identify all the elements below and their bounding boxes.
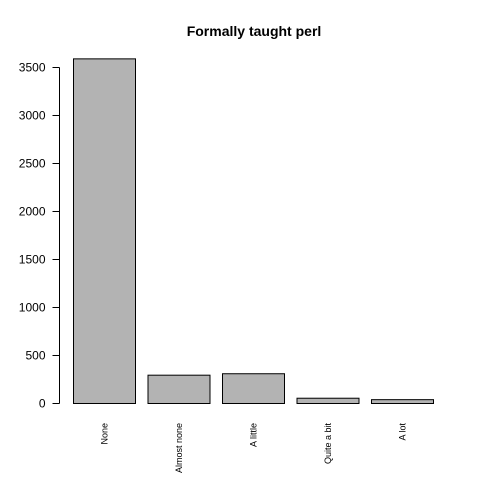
x-category-label: None (100, 423, 110, 445)
y-axis: 0 500 1000 1500 2000 2500 3000 3500 (19, 61, 60, 411)
bar-almost-none (147, 374, 211, 404)
bars (73, 58, 434, 405)
chart-title: Formally taught perl (187, 23, 322, 39)
x-category-label: Quite a bit (323, 423, 333, 465)
y-tick-label: 3500 (19, 61, 46, 75)
y-tick-label: 1500 (19, 253, 46, 267)
x-category-label: A lot (398, 423, 408, 441)
bar-quite-a-bit (296, 397, 360, 405)
y-tick-label: 3000 (19, 109, 46, 123)
x-axis-labels: None Almost none A little Quite a bit A lot (100, 423, 408, 474)
y-tick-label: 1000 (19, 301, 46, 315)
y-tick-label: 2000 (19, 205, 46, 219)
y-tick-label: 0 (39, 397, 46, 411)
bar-none (73, 58, 136, 405)
bar-a-lot (371, 399, 434, 405)
y-tick-label: 500 (25, 349, 45, 363)
x-category-label: A little (249, 423, 259, 447)
bar-a-little (222, 373, 285, 404)
y-tick-label: 2500 (19, 157, 46, 171)
x-category-label: Almost none (174, 423, 184, 473)
